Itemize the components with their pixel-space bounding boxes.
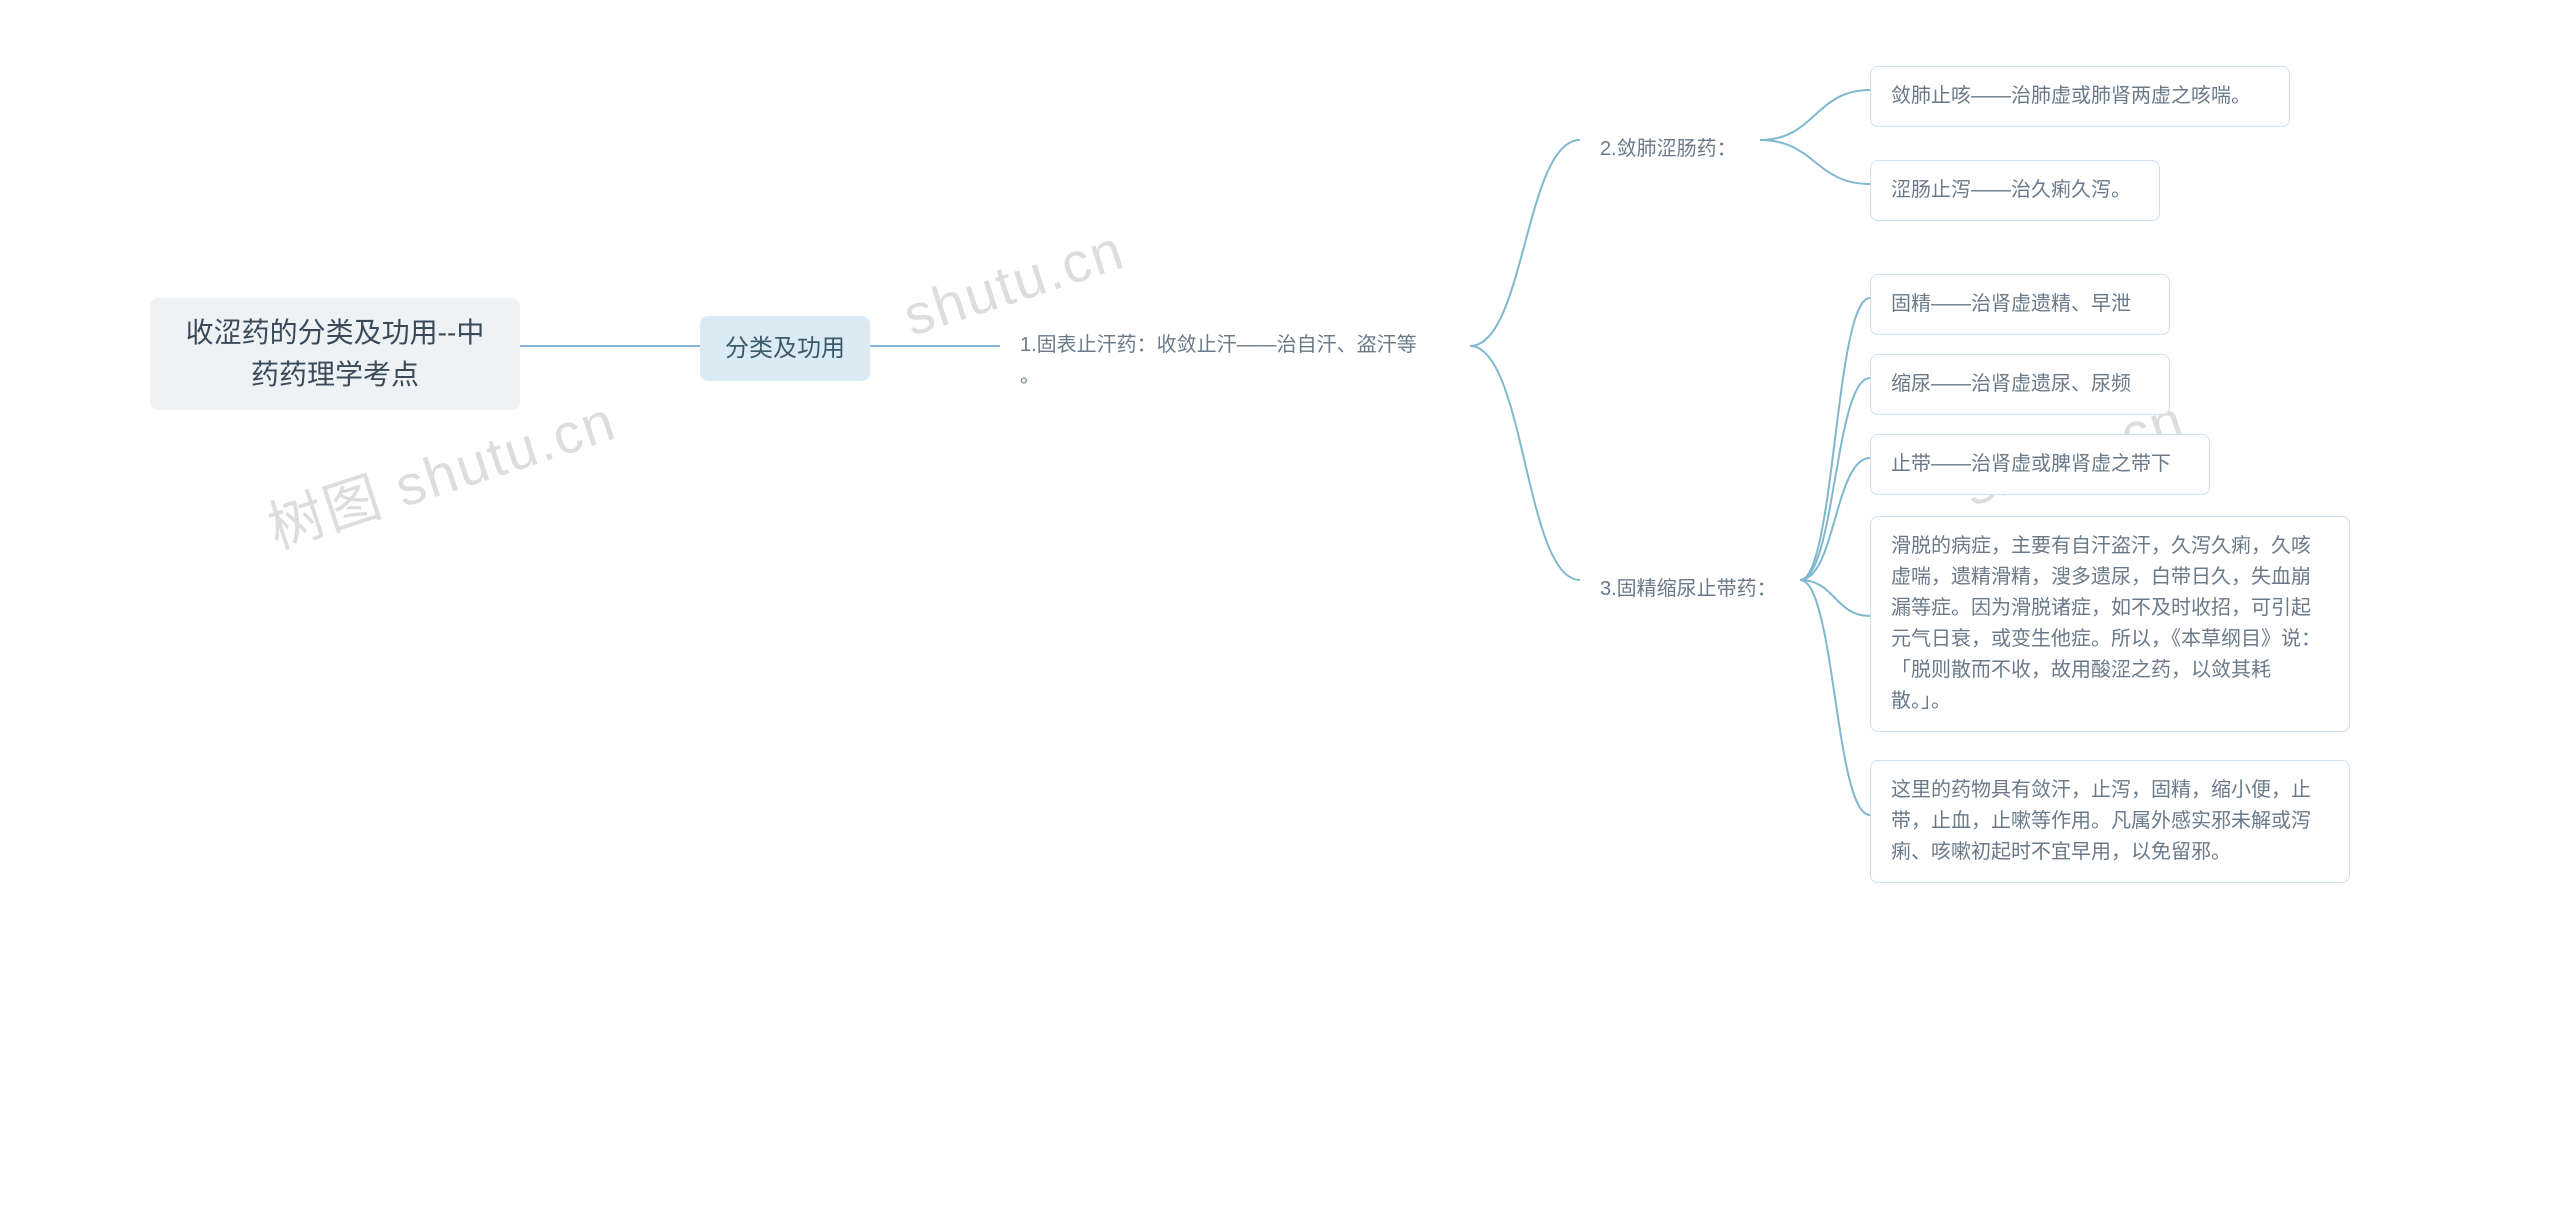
root-line1: 收涩药的分类及功用--中 xyxy=(186,317,485,348)
branch3-child-1: 缩尿——治肾虚遗尿、尿频 xyxy=(1870,354,2170,415)
branch3-child-4: 这里的药物具有敛汗，止泻，固精，缩小便，止带，止血，止嗽等作用。凡属外感实邪未解… xyxy=(1870,760,2350,883)
level1-node: 分类及功用 xyxy=(700,316,870,381)
branch3-child-3: 滑脱的病症，主要有自汗盗汗，久泻久痢，久咳虚喘，遗精滑精，溲多遗尿，白带日久，失… xyxy=(1870,516,2350,732)
branch3-label: 3.固精缩尿止带药： xyxy=(1580,560,1800,619)
branch3-child-2: 止带——治肾虚或脾肾虚之带下 xyxy=(1870,434,2210,495)
branch2-child-1: 涩肠止泻——治久痢久泻。 xyxy=(1870,160,2160,221)
root-line2: 药药理学考点 xyxy=(251,359,419,390)
branch2-label: 2.敛肺涩肠药： xyxy=(1580,120,1760,179)
branch3-child-0: 固精——治肾虚遗精、早泄 xyxy=(1870,274,2170,335)
root-node: 收涩药的分类及功用--中 药药理学考点 xyxy=(150,298,520,410)
l2-line2: 。 xyxy=(1020,365,1040,387)
level2-item1: 1.固表止汗药：收敛止汗——治自汗、盗汗等 。 xyxy=(1000,316,1470,406)
branch2-child-0: 敛肺止咳——治肺虚或肺肾两虚之咳喘。 xyxy=(1870,66,2290,127)
l2-line1: 1.固表止汗药：收敛止汗——治自汗、盗汗等 xyxy=(1020,334,1417,356)
